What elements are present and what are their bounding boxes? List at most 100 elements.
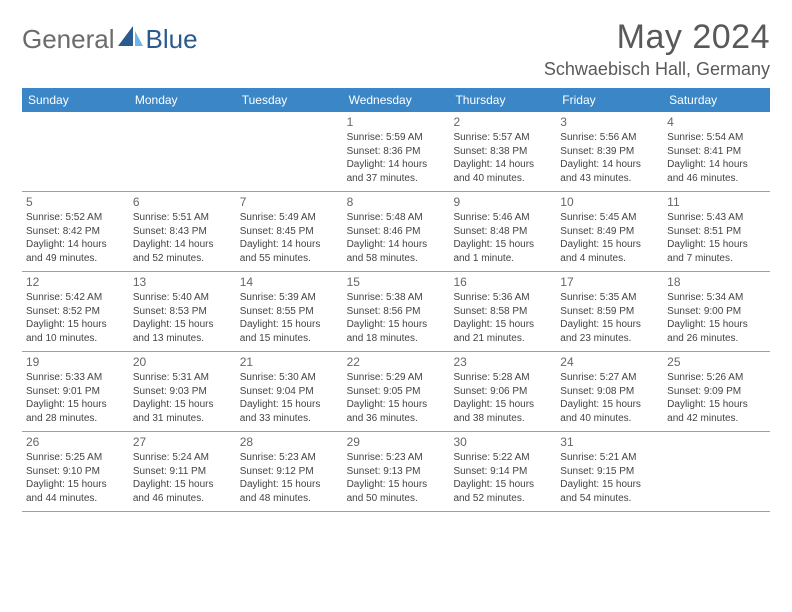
week-row: 19 Sunrise: 5:33 AMSunset: 9:01 PMDayligh… [22, 352, 770, 432]
day-number: 30 [453, 435, 552, 449]
day-number: 14 [240, 275, 339, 289]
day-cell: 5 Sunrise: 5:52 AMSunset: 8:42 PMDaylight… [22, 192, 129, 271]
day-cell: 7 Sunrise: 5:49 AMSunset: 8:45 PMDaylight… [236, 192, 343, 271]
day-number: 19 [26, 355, 125, 369]
weekday-label: Sunday [22, 88, 129, 112]
day-cell: 12 Sunrise: 5:42 AMSunset: 8:52 PMDayligh… [22, 272, 129, 351]
day-cell: 20 Sunrise: 5:31 AMSunset: 9:03 PMDayligh… [129, 352, 236, 431]
day-details: Sunrise: 5:42 AMSunset: 8:52 PMDaylight:… [26, 291, 125, 345]
day-number: 12 [26, 275, 125, 289]
day-number: 7 [240, 195, 339, 209]
day-number: 13 [133, 275, 232, 289]
day-number: 10 [560, 195, 659, 209]
day-number: 3 [560, 115, 659, 129]
day-details: Sunrise: 5:25 AMSunset: 9:10 PMDaylight:… [26, 451, 125, 505]
day-cell: 23Sunrise: 5:28 AMSunset: 9:06 PMDayligh… [449, 352, 556, 431]
weekday-label: Saturday [663, 88, 770, 112]
calendar: SundayMondayTuesdayWednesdayThursdayFrid… [22, 88, 770, 512]
day-cell: 28Sunrise: 5:23 AMSunset: 9:12 PMDayligh… [236, 432, 343, 511]
calendar-body: 1 Sunrise: 5:59 AMSunset: 8:36 PMDaylight… [22, 112, 770, 512]
day-number: 11 [667, 195, 766, 209]
day-number: 23 [453, 355, 552, 369]
day-details: Sunrise: 5:38 AMSunset: 8:56 PMDaylight:… [347, 291, 446, 345]
day-number: 1 [347, 115, 446, 129]
week-row: 1 Sunrise: 5:59 AMSunset: 8:36 PMDaylight… [22, 112, 770, 192]
day-details: Sunrise: 5:59 AMSunset: 8:36 PMDaylight:… [347, 131, 446, 185]
day-details: Sunrise: 5:49 AMSunset: 8:45 PMDaylight:… [240, 211, 339, 265]
day-cell: 16Sunrise: 5:36 AMSunset: 8:58 PMDayligh… [449, 272, 556, 351]
day-cell: 24 Sunrise: 5:27 AMSunset: 9:08 PMDayligh… [556, 352, 663, 431]
day-number: 17 [560, 275, 659, 289]
day-number: 16 [453, 275, 552, 289]
week-row: 12 Sunrise: 5:42 AMSunset: 8:52 PMDayligh… [22, 272, 770, 352]
brand-part1: General [22, 24, 115, 55]
day-number: 27 [133, 435, 232, 449]
day-cell: 27 Sunrise: 5:24 AMSunset: 9:11 PMDayligh… [129, 432, 236, 511]
day-cell [129, 112, 236, 191]
day-cell: 13Sunrise: 5:40 AMSunset: 8:53 PMDayligh… [129, 272, 236, 351]
weekday-label: Thursday [449, 88, 556, 112]
day-cell: 31Sunrise: 5:21 AMSunset: 9:15 PMDayligh… [556, 432, 663, 511]
day-number: 2 [453, 115, 552, 129]
title-block: May 2024 Schwaebisch Hall, Germany [544, 18, 770, 80]
day-number: 8 [347, 195, 446, 209]
day-number: 6 [133, 195, 232, 209]
weekday-label: Monday [129, 88, 236, 112]
weekday-label: Wednesday [343, 88, 450, 112]
day-cell: 15Sunrise: 5:38 AMSunset: 8:56 PMDayligh… [343, 272, 450, 351]
day-details: Sunrise: 5:48 AMSunset: 8:46 PMDaylight:… [347, 211, 446, 265]
day-details: Sunrise: 5:45 AMSunset: 8:49 PMDaylight:… [560, 211, 659, 265]
location: Schwaebisch Hall, Germany [544, 59, 770, 80]
day-details: Sunrise: 5:27 AMSunset: 9:08 PMDaylight:… [560, 371, 659, 425]
day-details: Sunrise: 5:46 AMSunset: 8:48 PMDaylight:… [453, 211, 552, 265]
weekday-label: Tuesday [236, 88, 343, 112]
day-details: Sunrise: 5:33 AMSunset: 9:01 PMDaylight:… [26, 371, 125, 425]
day-cell: 3Sunrise: 5:56 AMSunset: 8:39 PMDaylight… [556, 112, 663, 191]
day-cell: 21Sunrise: 5:30 AMSunset: 9:04 PMDayligh… [236, 352, 343, 431]
day-details: Sunrise: 5:43 AMSunset: 8:51 PMDaylight:… [667, 211, 766, 265]
day-details: Sunrise: 5:35 AMSunset: 8:59 PMDaylight:… [560, 291, 659, 345]
day-details: Sunrise: 5:24 AMSunset: 9:11 PMDaylight:… [133, 451, 232, 505]
day-details: Sunrise: 5:22 AMSunset: 9:14 PMDaylight:… [453, 451, 552, 505]
day-number: 25 [667, 355, 766, 369]
day-details: Sunrise: 5:39 AMSunset: 8:55 PMDaylight:… [240, 291, 339, 345]
day-details: Sunrise: 5:52 AMSunset: 8:42 PMDaylight:… [26, 211, 125, 265]
day-number: 28 [240, 435, 339, 449]
day-details: Sunrise: 5:23 AMSunset: 9:13 PMDaylight:… [347, 451, 446, 505]
week-row: 26Sunrise: 5:25 AMSunset: 9:10 PMDayligh… [22, 432, 770, 512]
day-number: 24 [560, 355, 659, 369]
day-details: Sunrise: 5:54 AMSunset: 8:41 PMDaylight:… [667, 131, 766, 185]
day-number: 31 [560, 435, 659, 449]
day-cell: 1 Sunrise: 5:59 AMSunset: 8:36 PMDaylight… [343, 112, 450, 191]
day-number: 5 [26, 195, 125, 209]
day-cell: 17 Sunrise: 5:35 AMSunset: 8:59 PMDayligh… [556, 272, 663, 351]
day-number: 22 [347, 355, 446, 369]
day-number: 4 [667, 115, 766, 129]
day-details: Sunrise: 5:57 AMSunset: 8:38 PMDaylight:… [453, 131, 552, 185]
day-details: Sunrise: 5:34 AMSunset: 9:00 PMDaylight:… [667, 291, 766, 345]
day-cell: 10 Sunrise: 5:45 AMSunset: 8:49 PMDayligh… [556, 192, 663, 271]
day-details: Sunrise: 5:31 AMSunset: 9:03 PMDaylight:… [133, 371, 232, 425]
day-number: 29 [347, 435, 446, 449]
week-row: 5 Sunrise: 5:52 AMSunset: 8:42 PMDaylight… [22, 192, 770, 272]
day-details: Sunrise: 5:29 AMSunset: 9:05 PMDaylight:… [347, 371, 446, 425]
day-cell: 2 Sunrise: 5:57 AMSunset: 8:38 PMDaylight… [449, 112, 556, 191]
day-cell: 22 Sunrise: 5:29 AMSunset: 9:05 PMDayligh… [343, 352, 450, 431]
day-cell [236, 112, 343, 191]
day-cell: 11 Sunrise: 5:43 AMSunset: 8:51 PMDayligh… [663, 192, 770, 271]
day-number: 20 [133, 355, 232, 369]
day-cell: 9Sunrise: 5:46 AMSunset: 8:48 PMDaylight… [449, 192, 556, 271]
day-cell: 18Sunrise: 5:34 AMSunset: 9:00 PMDayligh… [663, 272, 770, 351]
brand-part2: Blue [146, 24, 198, 55]
day-cell: 29 Sunrise: 5:23 AMSunset: 9:13 PMDayligh… [343, 432, 450, 511]
day-cell: 25 Sunrise: 5:26 AMSunset: 9:09 PMDayligh… [663, 352, 770, 431]
weekday-label: Friday [556, 88, 663, 112]
day-cell: 4 Sunrise: 5:54 AMSunset: 8:41 PMDaylight… [663, 112, 770, 191]
day-cell: 30 Sunrise: 5:22 AMSunset: 9:14 PMDayligh… [449, 432, 556, 511]
day-number: 21 [240, 355, 339, 369]
day-details: Sunrise: 5:26 AMSunset: 9:09 PMDaylight:… [667, 371, 766, 425]
day-cell: 19 Sunrise: 5:33 AMSunset: 9:01 PMDayligh… [22, 352, 129, 431]
day-details: Sunrise: 5:51 AMSunset: 8:43 PMDaylight:… [133, 211, 232, 265]
day-cell: 8 Sunrise: 5:48 AMSunset: 8:46 PMDaylight… [343, 192, 450, 271]
brand-logo: General Blue [22, 24, 198, 55]
